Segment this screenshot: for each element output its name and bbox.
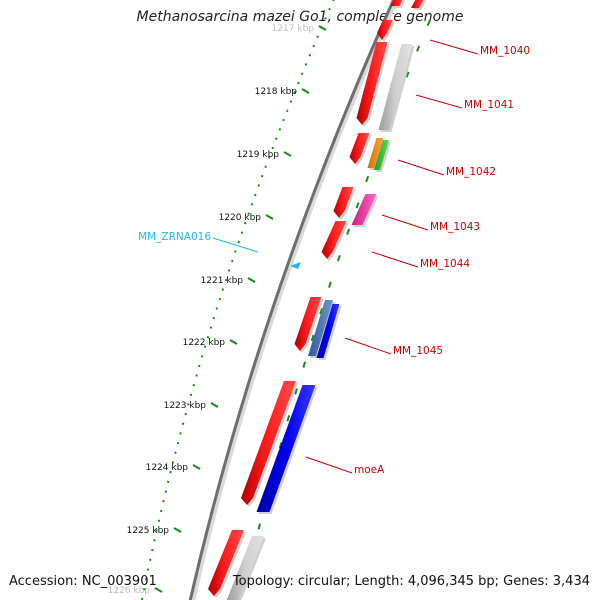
ruler-tick-label: 1223 kbp [164, 401, 207, 411]
gene-label[interactable]: MM_1045 [393, 345, 443, 357]
rna-feature-marker [290, 262, 301, 269]
ruler-tick-mark [210, 402, 219, 408]
ruler-tick-label: 1225 kbp [127, 526, 170, 536]
ruler-tick-mark [265, 214, 274, 220]
ruler-tick-label: 1221 kbp [201, 276, 244, 286]
feature-magenta [351, 194, 377, 225]
feature-red-edge [411, 0, 424, 8]
ruler-tick-label: 1217 kbp [272, 24, 315, 34]
gene-label[interactable]: MM_1044 [420, 258, 470, 270]
feature-blue [256, 385, 316, 512]
label-leader-line [371, 251, 419, 268]
feature-gray [378, 44, 413, 130]
ruler-tick-mark [318, 25, 327, 31]
rna-label[interactable]: MM_ZRNA016 [138, 231, 211, 243]
gene-label[interactable]: MM_1043 [430, 221, 480, 233]
label-leader-line [305, 456, 353, 474]
label-leader-line [212, 237, 259, 253]
feature-red [208, 530, 244, 596]
label-leader-line [429, 39, 479, 55]
feature-steel [308, 300, 333, 356]
feature-red-top [390, 0, 403, 6]
label-leader-line [397, 159, 445, 176]
feature-red [333, 187, 354, 218]
feature-red [377, 20, 393, 40]
gene-label[interactable]: MM_1040 [480, 45, 530, 57]
label-leader-line [415, 94, 463, 109]
feature-blue [316, 304, 340, 358]
feature-red [294, 297, 322, 351]
ruler-tick-label: 1222 kbp [183, 338, 226, 348]
gene-labels: MM_1040 MM_1041 MM_1042 MM_1043 MM_1044 MM_10… [138, 45, 530, 476]
ruler-tick-label: 1219 kbp [237, 150, 280, 160]
ruler-tick-mark [173, 527, 182, 533]
ruler-tick-mark [283, 151, 292, 157]
gene-label[interactable]: moeA [354, 464, 385, 476]
feature-red [356, 42, 388, 125]
feature-red [349, 133, 370, 164]
ruler-tick-mark [154, 587, 163, 593]
ruler-ticks: 1217 kbp 1218 kbp 1219 kbp 1220 kbp 1221 kbp… [108, 24, 327, 596]
ruler-tick-label: 1226 kbp [108, 586, 151, 596]
backbone-shadow [189, 0, 399, 600]
genome-summary-text: Topology: circular; Length: 4,096,345 bp… [232, 574, 590, 589]
feature-green [374, 140, 389, 170]
gene-features [208, 0, 427, 600]
feature-red [241, 381, 296, 505]
map-title: Methanosarcina mazei Go1, complete genom… [136, 9, 464, 25]
ruler-tick-label: 1220 kbp [219, 213, 262, 223]
ruler-tick-mark [192, 464, 201, 470]
feature-gray [226, 536, 264, 600]
feature-red [321, 221, 347, 259]
ruler-tick-label: 1224 kbp [146, 463, 189, 473]
ruler-tick-label: 1218 kbp [255, 87, 298, 97]
ruler-dotted-line [140, 0, 335, 600]
gene-label[interactable]: MM_1041 [464, 99, 514, 111]
label-leader-lines [212, 39, 479, 474]
label-leader-line [344, 337, 392, 355]
accession-text: Accession: NC_003901 [9, 574, 157, 589]
genome-backbone [188, 0, 396, 600]
ruler-tick-mark [301, 88, 310, 94]
ruler-tick-mark [229, 339, 238, 345]
feature-orange [367, 138, 384, 168]
gene-label[interactable]: MM_1042 [446, 166, 496, 178]
ruler-tick-mark [247, 277, 256, 283]
label-leader-line [381, 214, 429, 231]
